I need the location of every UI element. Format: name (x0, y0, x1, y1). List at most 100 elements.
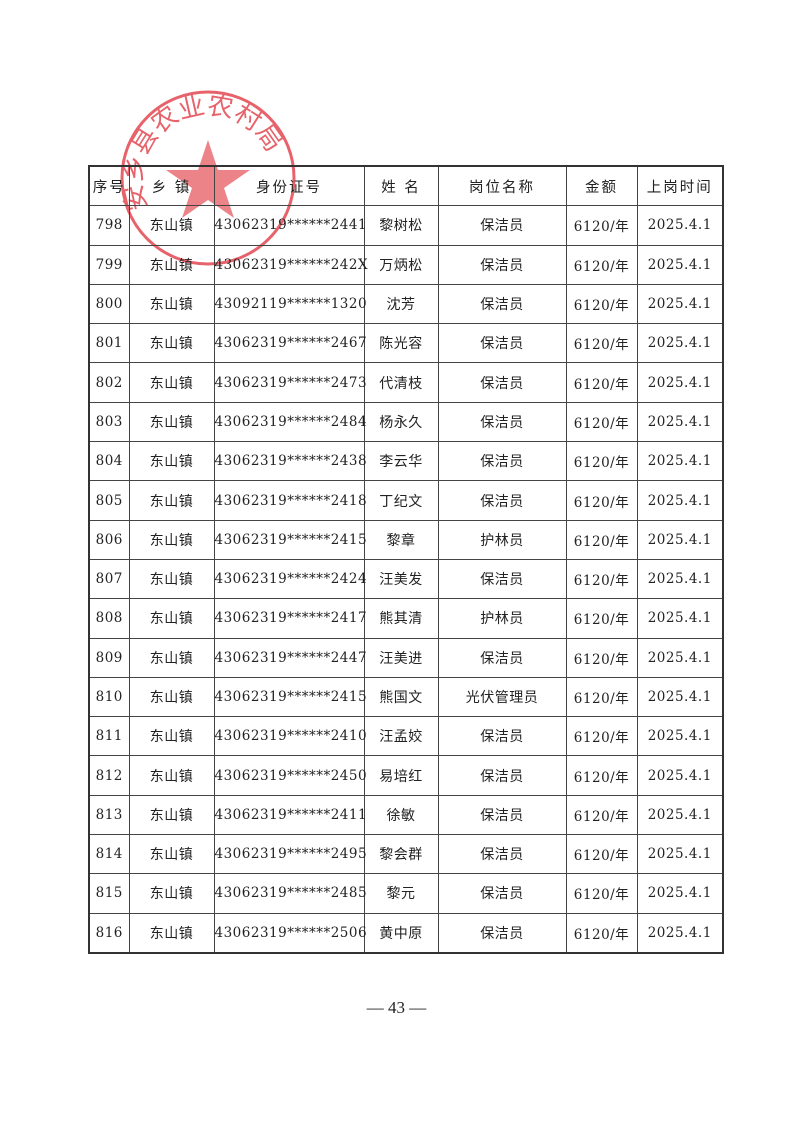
table-cell: 黎元 (363, 873, 439, 914)
table-cell: 43062319******2411 (213, 794, 367, 836)
table-cell: 2025.4.1 (636, 598, 724, 639)
table-cell: 黄中原 (363, 912, 439, 954)
table-cell: 6120/年 (565, 244, 638, 285)
table-cell: 799 (88, 244, 130, 285)
table-cell: 43062319******2410 (213, 716, 367, 757)
table-cell: 汪孟姣 (363, 716, 439, 757)
table-cell: 2025.4.1 (636, 873, 724, 914)
table-cell: 保洁员 (437, 873, 567, 914)
table-cell: 2025.4.1 (636, 519, 724, 560)
table-cell: 6120/年 (565, 362, 638, 403)
table-cell: 2025.4.1 (636, 283, 724, 325)
table-cell: 保洁员 (437, 244, 567, 285)
table-row: 813 东山镇 43062319******2411 徐敏 保洁员 6120/年 2025.… (88, 794, 724, 836)
table-cell: 801 (88, 323, 130, 364)
column-header: 乡 镇 (128, 165, 215, 207)
table-cell: 保洁员 (437, 362, 567, 403)
table-cell: 43062319******2485 (213, 873, 367, 914)
column-header: 金额 (565, 165, 638, 207)
table-row: 798 东山镇 43062319******2441 黎树松 保洁员 6120/年 2025… (88, 205, 724, 246)
column-header: 上岗时间 (636, 165, 724, 207)
table-cell: 6120/年 (565, 323, 638, 364)
table-cell: 黎树松 (363, 205, 439, 246)
table-cell: 2025.4.1 (636, 834, 724, 875)
table-cell: 东山镇 (128, 519, 215, 560)
table-cell: 东山镇 (128, 598, 215, 639)
table-cell: 43062319******2467 (213, 323, 367, 364)
table-cell: 798 (88, 205, 130, 246)
table-cell: 黎会群 (363, 834, 439, 875)
table-cell: 沈芳 (363, 283, 439, 325)
table-cell: 43062319******2473 (213, 362, 367, 403)
table-cell: 东山镇 (128, 362, 215, 403)
table-cell: 6120/年 (565, 794, 638, 836)
table-row: 812 东山镇 43062319******2450 易培红 保洁员 6120/年 2025… (88, 755, 724, 796)
table-cell: 保洁员 (437, 755, 567, 796)
table-cell: 熊国文 (363, 676, 439, 718)
table-cell: 易培红 (363, 755, 439, 796)
table-cell: 东山镇 (128, 716, 215, 757)
table-cell: 43062319******2424 (213, 558, 367, 600)
table-cell: 东山镇 (128, 834, 215, 875)
table-cell: 东山镇 (128, 912, 215, 954)
table-cell: 43062319******2418 (213, 480, 367, 521)
table-cell: 杨永久 (363, 401, 439, 443)
table-row: 809 东山镇 43062319******2447 汪美进 保洁员 6120/年 2025… (88, 637, 724, 678)
table-cell: 东山镇 (128, 244, 215, 285)
table-cell: 汪美发 (363, 558, 439, 600)
table-cell: 43062319******2417 (213, 598, 367, 639)
table-cell: 2025.4.1 (636, 362, 724, 403)
table-cell: 2025.4.1 (636, 558, 724, 600)
table-cell: 6120/年 (565, 755, 638, 796)
table-cell: 保洁员 (437, 716, 567, 757)
table-cell: 800 (88, 283, 130, 325)
table-cell: 43062319******2450 (213, 755, 367, 796)
table-cell: 东山镇 (128, 401, 215, 443)
table-cell: 保洁员 (437, 637, 567, 678)
table-cell: 6120/年 (565, 519, 638, 560)
table-cell: 东山镇 (128, 794, 215, 836)
table-cell: 2025.4.1 (636, 480, 724, 521)
table-cell: 813 (88, 794, 130, 836)
table-row: 807 东山镇 43062319******2424 汪美发 保洁员 6120/年 2025… (88, 558, 724, 600)
table-row: 799 东山镇 43062319******242X 万炳松 保洁员 6120/年 2025… (88, 244, 724, 285)
table-cell: 护林员 (437, 519, 567, 560)
table-cell: 810 (88, 676, 130, 718)
table-cell: 815 (88, 873, 130, 914)
table-cell: 丁纪文 (363, 480, 439, 521)
table-cell: 6120/年 (565, 716, 638, 757)
table-cell: 保洁员 (437, 558, 567, 600)
table-cell: 43062319******2441 (213, 205, 367, 246)
table-cell: 43062319******2447 (213, 637, 367, 678)
table-cell: 保洁员 (437, 401, 567, 443)
table-cell: 6120/年 (565, 205, 638, 246)
table-cell: 6120/年 (565, 676, 638, 718)
table-cell: 803 (88, 401, 130, 443)
table-cell: 802 (88, 362, 130, 403)
table-cell: 东山镇 (128, 558, 215, 600)
table-cell: 保洁员 (437, 441, 567, 482)
table-cell: 东山镇 (128, 283, 215, 325)
table-cell: 811 (88, 716, 130, 757)
table-cell: 814 (88, 834, 130, 875)
page-number: — 43 — (366, 998, 427, 1017)
table-row: 802 东山镇 43062319******2473 代清枝 保洁员 6120/年 2025… (88, 362, 724, 403)
table-cell: 东山镇 (128, 441, 215, 482)
table-cell: 6120/年 (565, 480, 638, 521)
table-row: 806 东山镇 43062319******2415 黎章 护林员 6120/年 2025.… (88, 519, 724, 560)
table-cell: 东山镇 (128, 873, 215, 914)
table-cell: 2025.4.1 (636, 676, 724, 718)
table-cell: 东山镇 (128, 205, 215, 246)
table-cell: 43062319******2506 (213, 912, 367, 954)
table-row: 814 东山镇 43062319******2495 黎会群 保洁员 6120/年 2025… (88, 834, 724, 875)
table-cell: 804 (88, 441, 130, 482)
table-cell: 43092119******1320 (213, 283, 367, 325)
table-cell: 徐敏 (363, 794, 439, 836)
table-cell: 812 (88, 755, 130, 796)
table-cell: 43062319******2438 (213, 441, 367, 482)
table-cell: 809 (88, 637, 130, 678)
table-row: 801 东山镇 43062319******2467 陈光容 保洁员 6120/年 2025… (88, 323, 724, 364)
table-row: 808 东山镇 43062319******2417 熊其清 护林员 6120/年 2025… (88, 598, 724, 639)
table-cell: 2025.4.1 (636, 244, 724, 285)
table-header-row: 序号乡 镇身份证号姓 名岗位名称 金额 上岗时间 (88, 165, 724, 207)
